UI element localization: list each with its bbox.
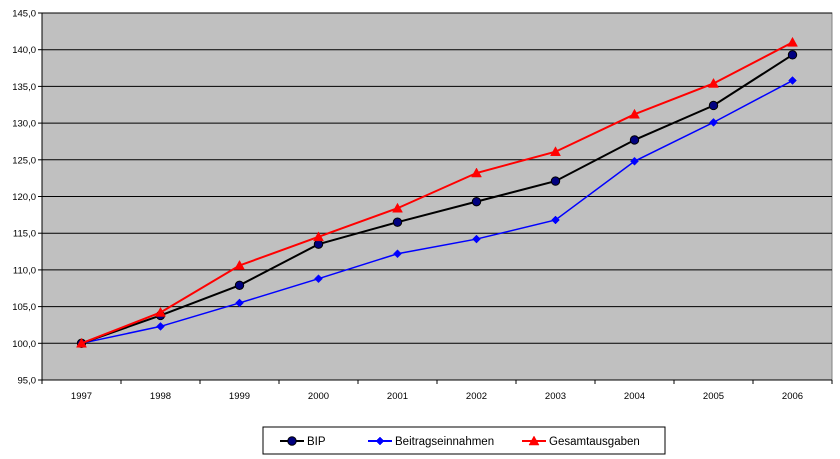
- x-tick-label: 2006: [782, 391, 803, 402]
- y-tick-label: 125,0: [12, 155, 36, 166]
- x-tick-label: 2004: [624, 391, 645, 402]
- gridlines: [42, 12, 832, 344]
- y-tick-label: 130,0: [12, 119, 36, 130]
- data-point: [629, 135, 640, 145]
- legend-marker: [528, 435, 540, 446]
- legend-label: Beitragseinnahmen: [395, 436, 494, 448]
- data-point: [551, 215, 560, 225]
- data-point: [787, 50, 798, 60]
- data-point: [392, 217, 403, 227]
- data-point: [471, 196, 482, 207]
- x-tick-label: 2005: [703, 391, 724, 402]
- series-line: [81, 41, 793, 345]
- legend-item-bip: BIP: [280, 436, 326, 448]
- legend-label: BIP: [307, 436, 326, 448]
- data-point: [313, 239, 324, 249]
- data-point: [788, 76, 797, 85]
- data-point: [550, 176, 561, 186]
- legend-box: [262, 426, 666, 455]
- data-point: [313, 231, 324, 242]
- series-line: [81, 79, 793, 345]
- y-tick-label: 95,0: [18, 376, 37, 387]
- series-line: [81, 53, 794, 345]
- legend: BIP Beitragseinnahmen Gesamtausgaben: [262, 426, 666, 455]
- y-tick-label: 120,0: [12, 192, 36, 203]
- legend-label: Gesamtausgaben: [549, 436, 640, 448]
- data-point: [392, 202, 403, 213]
- data-point: [235, 298, 244, 308]
- x-tick-label: 1999: [229, 391, 250, 402]
- x-tick-label: 2003: [545, 391, 566, 402]
- data-point: [550, 146, 561, 156]
- y-tick-label: 145,0: [12, 9, 36, 20]
- data-point: [709, 118, 718, 127]
- y-tick-label: 140,0: [12, 45, 36, 56]
- data-point: [393, 249, 402, 259]
- x-tick-label: 2002: [466, 391, 487, 402]
- x-tick-label: 1997: [71, 391, 92, 402]
- data-point: [234, 280, 245, 291]
- data-point: [629, 108, 640, 119]
- y-tick-label: 110,0: [13, 265, 36, 276]
- y-axis-ticks: 95,0 100,0 105,0 110,0 115,0 120,0 125,0 130,0 1…: [12, 9, 42, 387]
- data-point: [314, 274, 323, 284]
- data-point: [234, 259, 245, 270]
- x-tick-label: 2001: [387, 391, 408, 402]
- data-point: [76, 337, 87, 348]
- x-tick-label: 1998: [150, 391, 171, 402]
- series-layer: [76, 36, 798, 348]
- x-axis-ticks: 1997 1998 1999 2000 2001 2002 2003 2004 2005 2006: [41, 380, 833, 402]
- data-point: [156, 322, 165, 331]
- data-point: [787, 36, 798, 47]
- y-tick-label: 100,0: [12, 339, 36, 350]
- data-point: [471, 167, 482, 178]
- data-point: [708, 100, 719, 111]
- legend-item-gesamtausgaben: Gesamtausgaben: [522, 435, 640, 448]
- data-point: [472, 234, 481, 244]
- data-point: [708, 77, 719, 88]
- legend-marker: [287, 436, 297, 446]
- legend-marker: [375, 436, 385, 446]
- data-point: [155, 306, 166, 317]
- legend-item-beitragseinnahmen: Beitragseinnahmen: [368, 436, 494, 448]
- y-tick-label: 135,0: [12, 82, 36, 93]
- y-tick-label: 105,0: [12, 302, 36, 313]
- data-point: [630, 156, 639, 166]
- x-tick-label: 2000: [308, 391, 329, 402]
- y-tick-label: 115,0: [13, 229, 36, 240]
- series-gesamtausgaben: [76, 36, 798, 348]
